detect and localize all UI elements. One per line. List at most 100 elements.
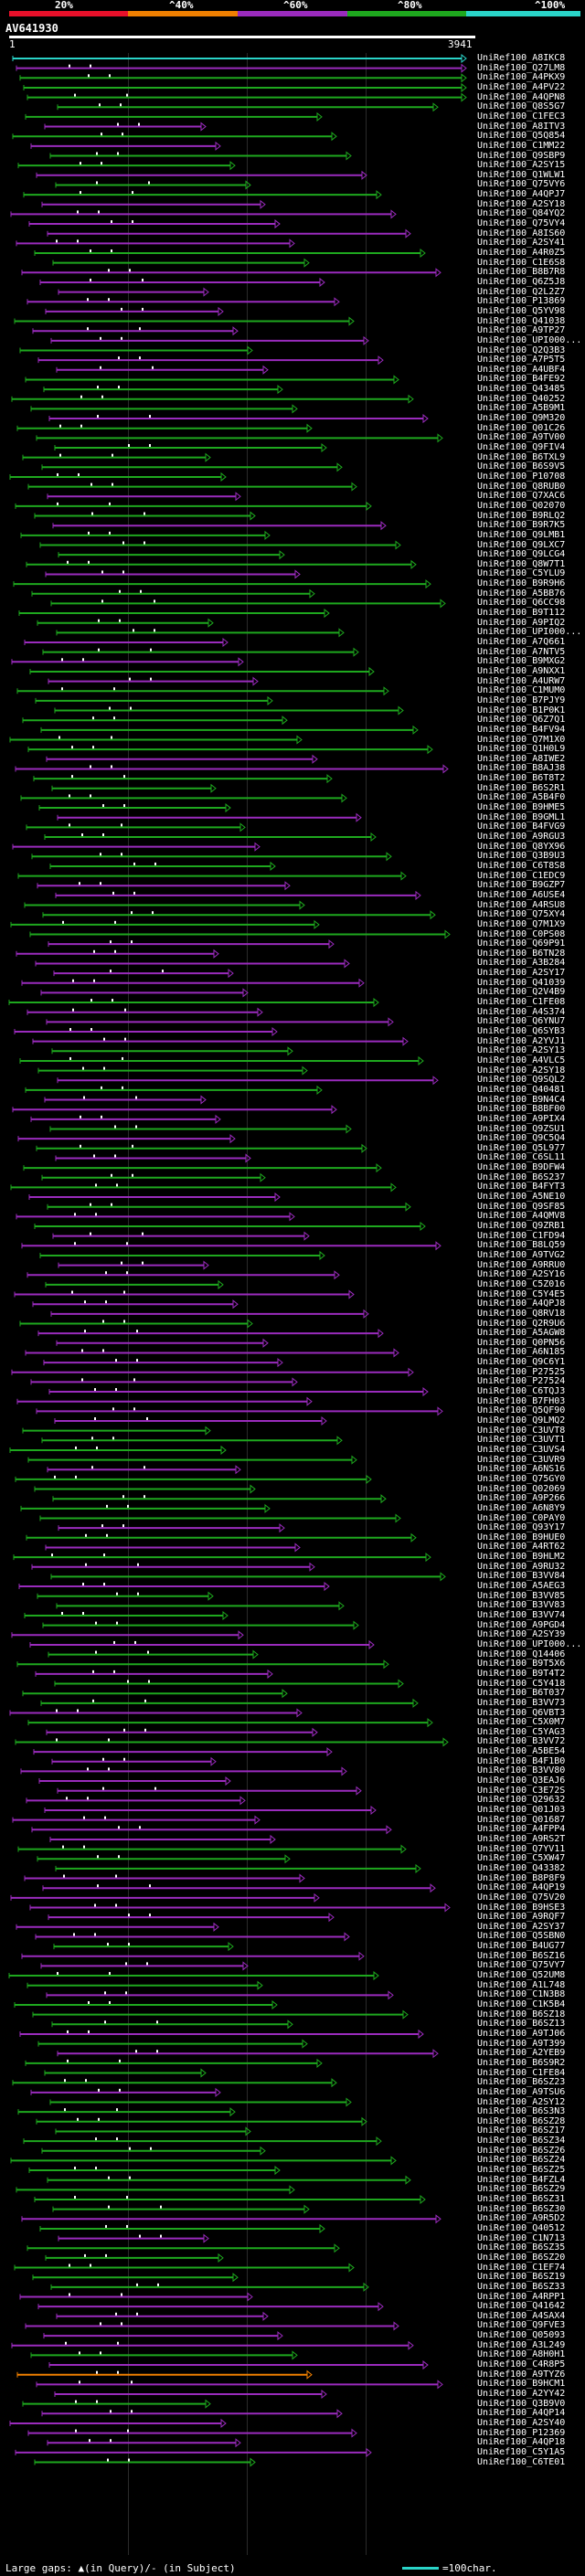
hit-label[interactable]: UniRef100_Q40512: [477, 2222, 566, 2233]
hit-label[interactable]: UniRef100_A4UBF4: [477, 364, 566, 375]
hit-label[interactable]: UniRef100_B9N4C4: [477, 1094, 566, 1105]
hit-label[interactable]: UniRef100_B9R7K5: [477, 520, 566, 531]
hit-label[interactable]: UniRef100_B6SZ26: [477, 2145, 566, 2156]
hit-label[interactable]: UniRef100_Q5L977: [477, 1142, 566, 1153]
hit-label[interactable]: UniRef100_A4RSU8: [477, 899, 566, 910]
hit-label[interactable]: UniRef100_C5Z016: [477, 1278, 566, 1289]
hit-label[interactable]: UniRef100_Q7M1X0: [477, 734, 566, 745]
hit-label[interactable]: UniRef100_Q9LMQ2: [477, 1415, 566, 1426]
hit-label[interactable]: UniRef100_A9TV00: [477, 432, 566, 443]
hit-label[interactable]: UniRef100_B3VV80: [477, 1765, 566, 1776]
hit-label[interactable]: UniRef100_Q01687: [477, 1814, 566, 1825]
hit-label[interactable]: UniRef100_A4RPP1: [477, 2291, 566, 2302]
hit-label[interactable]: UniRef100_B8BF00: [477, 1104, 566, 1115]
hit-label[interactable]: UniRef100_Q29632: [477, 1795, 566, 1806]
hit-label[interactable]: UniRef100_C1N3B8: [477, 1989, 566, 2000]
hit-label[interactable]: UniRef100_A2SY37: [477, 1921, 566, 1932]
hit-label[interactable]: UniRef100_Q9LCG4: [477, 549, 566, 560]
hit-label[interactable]: UniRef100_C5YAG3: [477, 1726, 566, 1737]
hit-label[interactable]: UniRef100_UPI000...: [477, 1638, 582, 1649]
hit-label[interactable]: UniRef100_B4FV94: [477, 724, 566, 735]
hit-label[interactable]: UniRef100_A4SAX4: [477, 2310, 566, 2321]
hit-label[interactable]: UniRef100_Q9ZRB1: [477, 1221, 566, 1231]
hit-label[interactable]: UniRef100_A2SY40: [477, 2417, 566, 2428]
hit-label[interactable]: UniRef100_A9PIX4: [477, 1113, 566, 1124]
hit-label[interactable]: UniRef100_C1E6S8: [477, 257, 566, 268]
hit-label[interactable]: UniRef100_C3UVS4: [477, 1444, 566, 1455]
hit-label[interactable]: UniRef100_A9RQF7: [477, 1912, 566, 1923]
hit-label[interactable]: UniRef100_A2YVJ1: [477, 1035, 566, 1046]
hit-label[interactable]: UniRef100_A9RU32: [477, 1561, 566, 1572]
hit-label[interactable]: UniRef100_Q27LM8: [477, 62, 566, 73]
hit-label[interactable]: UniRef100_B1P0K1: [477, 705, 566, 716]
hit-label[interactable]: UniRef100_B6SZ16: [477, 1950, 566, 1961]
hit-label[interactable]: UniRef100_Q9SF85: [477, 1201, 566, 1212]
hit-label[interactable]: UniRef100_B6S9V5: [477, 461, 566, 472]
hit-label[interactable]: UniRef100_A8ITV3: [477, 121, 566, 132]
hit-label[interactable]: UniRef100_Q1WLW1: [477, 169, 566, 180]
hit-label[interactable]: UniRef100_A2SY15: [477, 160, 566, 171]
hit-label[interactable]: UniRef100_B9T112: [477, 608, 566, 619]
hit-label[interactable]: UniRef100_B4F1B0: [477, 1755, 566, 1766]
hit-label[interactable]: UniRef100_A9PGD4: [477, 1619, 566, 1630]
hit-label[interactable]: UniRef100_Q3B9U3: [477, 851, 566, 862]
hit-label[interactable]: UniRef100_Q9C6Y1: [477, 1357, 566, 1368]
hit-label[interactable]: UniRef100_A3L249: [477, 2339, 566, 2350]
hit-label[interactable]: UniRef100_Q14406: [477, 1648, 566, 1659]
hit-label[interactable]: UniRef100_A4QP14: [477, 2408, 566, 2419]
hit-label[interactable]: UniRef100_C3UVT8: [477, 1425, 566, 1436]
hit-label[interactable]: UniRef100_Q9FVE3: [477, 2320, 566, 2331]
hit-label[interactable]: UniRef100_B6SZ35: [477, 2242, 566, 2253]
hit-label[interactable]: UniRef100_C0PAY0: [477, 1512, 566, 1523]
hit-label[interactable]: UniRef100_B9GML1: [477, 811, 566, 822]
hit-label[interactable]: UniRef100_A9RS2T: [477, 1833, 566, 1844]
hit-label[interactable]: UniRef100_C5YLU9: [477, 568, 566, 579]
hit-label[interactable]: UniRef100_C1FE84: [477, 2067, 566, 2078]
hit-label[interactable]: UniRef100_A9P266: [477, 1493, 566, 1504]
hit-label[interactable]: UniRef100_B6TXL9: [477, 451, 566, 462]
hit-label[interactable]: UniRef100_A4PV22: [477, 81, 566, 92]
hit-label[interactable]: UniRef100_A5BB76: [477, 588, 566, 599]
hit-label[interactable]: UniRef100_B4FE92: [477, 374, 566, 385]
hit-label[interactable]: UniRef100_Q6VBT3: [477, 1707, 566, 1718]
hit-label[interactable]: UniRef100_A2SY18: [477, 198, 566, 209]
hit-label[interactable]: UniRef100_B6TN28: [477, 948, 566, 959]
hit-label[interactable]: UniRef100_A9NXX1: [477, 665, 566, 676]
hit-label[interactable]: UniRef100_Q40252: [477, 393, 566, 404]
hit-label[interactable]: UniRef100_Q7YV11: [477, 1843, 566, 1854]
hit-label[interactable]: UniRef100_B6SZ13: [477, 2019, 566, 2030]
hit-label[interactable]: UniRef100_C4R8P5: [477, 2359, 566, 2370]
hit-label[interactable]: UniRef100_C1MM22: [477, 140, 566, 151]
hit-label[interactable]: UniRef100_Q8YX96: [477, 841, 566, 852]
hit-label[interactable]: UniRef100_Q75VY4: [477, 218, 566, 229]
hit-label[interactable]: UniRef100_A7Q661: [477, 637, 566, 647]
hit-label[interactable]: UniRef100_B6S2R1: [477, 782, 566, 793]
hit-label[interactable]: UniRef100_Q6YNU7: [477, 1016, 566, 1027]
hit-label[interactable]: UniRef100_A9R5D2: [477, 2213, 566, 2224]
hit-label[interactable]: UniRef100_C1EDC9: [477, 870, 566, 881]
hit-label[interactable]: UniRef100_C6T8S8: [477, 860, 566, 871]
hit-label[interactable]: UniRef100_B6SZ34: [477, 2136, 566, 2147]
hit-label[interactable]: UniRef100_A2SY41: [477, 238, 566, 249]
hit-label[interactable]: UniRef100_B9HSE3: [477, 1902, 566, 1913]
hit-label[interactable]: UniRef100_C1EF74: [477, 2262, 566, 2273]
hit-label[interactable]: UniRef100_A4QP19: [477, 1882, 566, 1893]
hit-label[interactable]: UniRef100_A4R0Z5: [477, 248, 566, 258]
hit-label[interactable]: UniRef100_B3VV83: [477, 1600, 566, 1611]
hit-label[interactable]: UniRef100_C3E72S: [477, 1785, 566, 1796]
hit-label[interactable]: UniRef100_P27525: [477, 1366, 566, 1377]
hit-label[interactable]: UniRef100_Q40481: [477, 1084, 566, 1095]
hit-label[interactable]: UniRef100_C0PS08: [477, 928, 566, 939]
hit-label[interactable]: UniRef100_Q9M320: [477, 413, 566, 424]
hit-label[interactable]: UniRef100_A2SY18: [477, 1065, 566, 1076]
hit-label[interactable]: UniRef100_B3VV85: [477, 1590, 566, 1601]
hit-label[interactable]: UniRef100_A4VLC5: [477, 1055, 566, 1065]
hit-label[interactable]: UniRef100_A9PIQ2: [477, 617, 566, 628]
hit-label[interactable]: UniRef100_B6S9R2: [477, 2057, 566, 2068]
hit-label[interactable]: UniRef100_Q75VY7: [477, 1960, 566, 1971]
hit-label[interactable]: UniRef100_C1MUM0: [477, 685, 566, 696]
hit-label[interactable]: UniRef100_C1FD94: [477, 1230, 566, 1241]
hit-label[interactable]: UniRef100_A7P5T5: [477, 355, 566, 366]
hit-label[interactable]: UniRef100_B8LQ59: [477, 1240, 566, 1251]
hit-label[interactable]: UniRef100_Q2R9U6: [477, 1318, 566, 1329]
